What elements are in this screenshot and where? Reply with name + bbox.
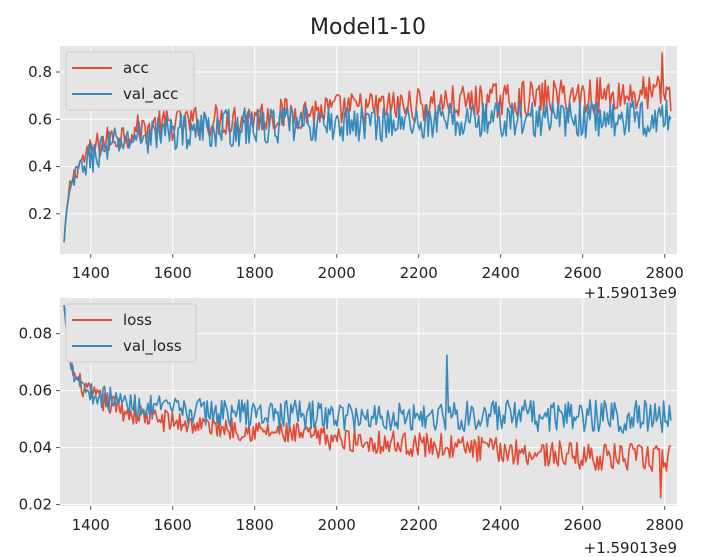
accuracy-legend-box: [65, 51, 195, 111]
legend-label-val-loss: val_loss: [123, 337, 182, 356]
accuracy-y-tick-label: 0.8: [28, 63, 52, 81]
loss-x-tick-label: 2800: [646, 516, 684, 534]
accuracy-x-tick-label: 2000: [318, 264, 356, 282]
loss-y-tick-label: 0.08: [19, 325, 52, 343]
loss-x-tick-label: 2400: [482, 516, 520, 534]
loss-x-tick-label: 2000: [318, 516, 356, 534]
accuracy-legend: acc val_acc: [65, 51, 195, 111]
loss-y-tick-label: 0.06: [19, 382, 52, 400]
accuracy-y-tick-label: 0.6: [28, 110, 52, 128]
accuracy-series-line-val-acc: [63, 99, 672, 243]
loss-axes: 1400 1600 1800 2000 2200 2400 2600 2800 0.02 0.04…: [19, 298, 684, 557]
legend-label-loss: loss: [123, 311, 152, 329]
figure-title: Model1-10: [310, 15, 426, 40]
loss-x-tick-label: 2200: [400, 516, 438, 534]
accuracy-x-offset-label: +1.59013e9: [584, 284, 677, 302]
accuracy-x-tick-label: 2400: [482, 264, 520, 282]
accuracy-axes: 1400 1600 1800 2000 2200 2400 2600 2800 0.2 0.4 0.…: [28, 46, 684, 302]
loss-y-tick-label: 0.04: [19, 439, 52, 457]
accuracy-x-tick-label: 2600: [564, 264, 602, 282]
accuracy-ticks: 1400 1600 1800 2000 2200 2400 2600 2800 0.2 0.4 0.…: [28, 63, 684, 282]
accuracy-x-tick-label: 1600: [154, 264, 192, 282]
loss-x-tick-label: 1400: [72, 516, 110, 534]
loss-legend: loss val_loss: [65, 303, 197, 363]
accuracy-y-tick-label: 0.4: [28, 158, 52, 176]
accuracy-series-line-acc: [63, 52, 672, 243]
legend-label-acc: acc: [123, 59, 149, 77]
loss-series-line-val-loss: [63, 305, 672, 434]
loss-x-tick-label: 1800: [236, 516, 274, 534]
loss-x-tick-label: 2600: [564, 516, 602, 534]
loss-series: [63, 305, 672, 499]
loss-x-tick-label: 1600: [154, 516, 192, 534]
loss-y-tick-label: 0.02: [19, 496, 52, 514]
accuracy-x-tick-label: 1400: [72, 264, 110, 282]
legend-label-val-acc: val_acc: [123, 85, 178, 104]
accuracy-x-tick-label: 1800: [236, 264, 274, 282]
accuracy-y-tick-label: 0.2: [28, 205, 52, 223]
loss-series-line-loss: [63, 305, 672, 499]
accuracy-series: [63, 52, 672, 243]
accuracy-x-tick-label: 2800: [646, 264, 684, 282]
accuracy-x-tick-label: 2200: [400, 264, 438, 282]
loss-x-offset-label: +1.59013e9: [584, 539, 677, 557]
loss-legend-box: [65, 303, 197, 363]
loss-ticks: 1400 1600 1800 2000 2200 2400 2600 2800 0.02 0.04…: [19, 325, 684, 534]
